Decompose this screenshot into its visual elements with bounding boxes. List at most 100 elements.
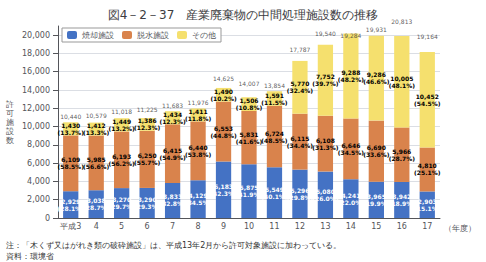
svg-text:6,115: 6,115 [290,135,309,142]
svg-text:5,966: 5,966 [392,148,411,155]
svg-text:(48.5%): (48.5%) [261,137,288,144]
svg-text:12,000: 12,000 [22,104,50,113]
svg-text:5,985: 5,985 [87,156,106,163]
svg-text:(29.7%): (29.7%) [109,203,136,210]
svg-text:7: 7 [170,222,175,231]
svg-text:2,903: 2,903 [418,198,437,205]
svg-text:5,770: 5,770 [290,80,309,87]
svg-text:17: 17 [422,222,432,231]
svg-text:施: 施 [6,118,14,127]
svg-text:（年度）: （年度） [444,224,476,233]
svg-text:3,038: 3,038 [87,197,106,204]
svg-text:設: 設 [6,127,14,136]
svg-text:4: 4 [94,222,99,231]
svg-text:1,591: 1,591 [265,92,284,99]
svg-text:3,942: 3,942 [392,193,411,200]
svg-text:(13.3%): (13.3%) [83,129,110,136]
svg-text:1,430: 1,430 [61,122,80,129]
svg-text:脱水施設: 脱水施設 [137,31,169,40]
svg-text:(10.2%): (10.2%) [210,95,237,102]
svg-text:16: 16 [397,222,407,231]
svg-text:19,540: 19,540 [315,30,336,37]
svg-text:14,007: 14,007 [239,80,260,87]
svg-text:11,225: 11,225 [137,106,158,113]
svg-text:5,831: 5,831 [240,131,259,138]
svg-text:(42.3%): (42.3%) [210,190,237,197]
svg-text:6,108: 6,108 [316,137,335,144]
svg-text:(29.3%): (29.3%) [134,203,161,210]
svg-text:11,018: 11,018 [111,108,132,115]
svg-text:9: 9 [221,222,226,231]
svg-text:(39.7%): (39.7%) [312,80,339,87]
svg-text:18,000: 18,000 [22,49,50,58]
svg-text:8,000: 8,000 [27,140,50,149]
svg-text:(26.0%): (26.0%) [312,195,339,202]
svg-text:(46.6%): (46.6%) [363,78,390,85]
svg-text:6,690: 6,690 [367,144,386,151]
svg-text:(31.3%): (31.3%) [312,144,339,151]
svg-text:(54.5%): (54.5%) [414,100,441,107]
svg-text:13: 13 [320,222,330,231]
svg-text:6,440: 6,440 [189,144,208,151]
svg-text:(25.1%): (25.1%) [414,169,441,176]
svg-text:焼却施設: 焼却施設 [82,31,114,40]
svg-text:6,183: 6,183 [214,183,233,190]
svg-text:6,250: 6,250 [138,152,157,159]
svg-text:(28.7%): (28.7%) [83,204,110,211]
svg-text:10,000: 10,000 [22,122,50,131]
svg-text:4,810: 4,810 [418,162,437,169]
svg-text:19,284: 19,284 [340,32,361,39]
svg-text:11: 11 [269,222,279,231]
svg-text:20,813: 20,813 [391,18,412,25]
svg-text:可: 可 [6,109,14,118]
svg-text:3,290: 3,290 [138,196,157,203]
svg-text:(41.6%): (41.6%) [236,138,263,145]
svg-text:8: 8 [196,222,201,231]
svg-text:11,683: 11,683 [162,102,183,109]
svg-text:(15.1%): (15.1%) [414,205,441,212]
svg-text:1,449: 1,449 [112,118,131,125]
svg-text:(55.7%): (55.7%) [134,159,161,166]
svg-text:(44.8%): (44.8%) [210,132,237,139]
svg-text:6,000: 6,000 [27,159,50,168]
svg-text:10: 10 [244,222,254,231]
svg-text:(34.5%): (34.5%) [338,149,365,156]
svg-text:(28.7%): (28.7%) [389,155,416,162]
svg-text:(32.8%): (32.8%) [159,200,186,207]
svg-text:(32.4%): (32.4%) [287,87,314,94]
svg-text:(56.2%): (56.2%) [109,160,136,167]
svg-text:3,270: 3,270 [112,196,131,203]
svg-text:(13.2%): (13.2%) [109,125,136,132]
svg-text:7,752: 7,752 [316,73,335,80]
svg-text:資料：環境省: 資料：環境省 [6,252,54,261]
svg-text:(48.1%): (48.1%) [389,82,416,89]
svg-text:5,549: 5,549 [265,186,284,193]
svg-text:注：「木くず又はがれき類の破砕施設」は、平成13年2月から許: 注：「木くず又はがれき類の破砕施設」は、平成13年2月から許可対象施設に加わって… [6,241,341,250]
svg-text:1,411: 1,411 [189,108,208,115]
svg-text:(22.0%): (22.0%) [338,199,365,206]
svg-text:(29.8%): (29.8%) [287,194,314,201]
svg-text:16,000: 16,000 [22,67,50,76]
svg-text:6,415: 6,415 [163,147,182,154]
svg-text:10,440: 10,440 [60,113,81,120]
svg-text:14,000: 14,000 [22,86,50,95]
svg-text:3,833: 3,833 [163,193,182,200]
svg-text:(53.8%): (53.8%) [185,151,212,158]
svg-text:6,109: 6,109 [61,156,80,163]
svg-text:4,241: 4,241 [341,192,360,199]
svg-text:(34.5%): (34.5%) [185,199,212,206]
svg-text:平成3: 平成3 [60,222,81,231]
svg-text:(11.8%): (11.8%) [185,115,212,122]
svg-text:(54.9%): (54.9%) [159,154,186,161]
svg-text:5: 5 [119,222,124,231]
svg-text:6,724: 6,724 [265,130,284,137]
svg-text:0: 0 [45,214,50,223]
svg-text:15: 15 [371,222,381,231]
svg-text:(10.8%): (10.8%) [236,104,263,111]
svg-text:2,929: 2,929 [61,198,80,205]
svg-text:10,005: 10,005 [390,75,413,82]
svg-text:14: 14 [346,222,356,231]
svg-text:17,787: 17,787 [289,46,310,53]
svg-text:10,579: 10,579 [86,112,107,119]
svg-text:(12.3%): (12.3%) [159,118,186,125]
